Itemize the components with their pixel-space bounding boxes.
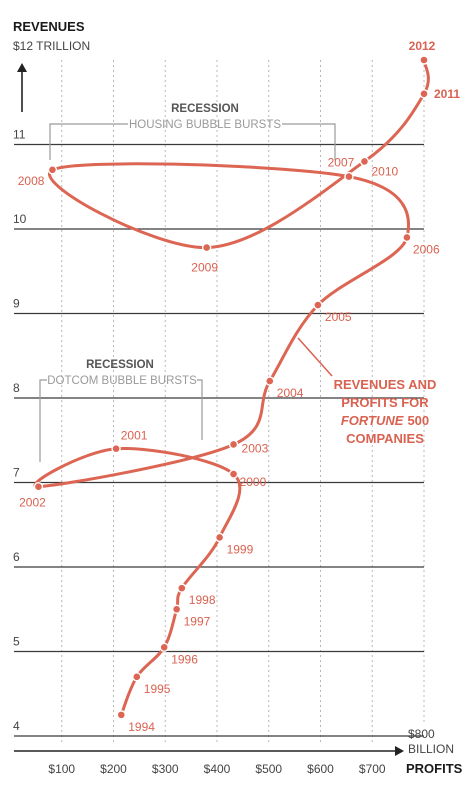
year-label-2007: 2007: [328, 156, 355, 170]
y-tick-label-6: 10: [13, 212, 27, 226]
point-1998: [177, 583, 187, 593]
y-axis-arrow-head: [17, 63, 27, 72]
data-points: 1994 1995 1996 1997 1998 1999 2000 2001 2002 2003…: [18, 39, 461, 734]
chart-title: REVENUES: [13, 19, 85, 34]
year-label-2008: 2008: [18, 174, 45, 188]
callout-line-2: PROFITS FOR: [341, 395, 429, 410]
point-1997: [171, 604, 182, 614]
year-label-2005: 2005: [325, 310, 352, 324]
y-tick-label-5: 9: [13, 297, 20, 311]
point-2011: [419, 89, 429, 99]
y-tick-label-2: 6: [13, 550, 20, 564]
point-2009: [201, 242, 212, 253]
callout-fortune: FORTUNE: [341, 413, 404, 428]
year-label-2004: 2004: [277, 386, 304, 400]
year-label-2000: 2000: [240, 475, 267, 489]
point-2006: [402, 232, 412, 243]
x-tick-label-5: $600: [307, 762, 334, 776]
year-label-2001: 2001: [121, 429, 148, 443]
x-tick-label-4: $500: [255, 762, 282, 776]
y-tick-labels: 4 5 6 7 8 9 10 11: [13, 128, 27, 734]
year-label-2003: 2003: [242, 441, 269, 455]
y-axis-unit: $12 TRILLION: [13, 39, 90, 53]
x-tick-label-0: $100: [48, 762, 75, 776]
point-2010: [359, 156, 370, 167]
point-2001: [111, 444, 121, 454]
point-1996: [159, 642, 169, 652]
y-tick-label-3: 7: [13, 466, 20, 480]
recession-2001-title: RECESSION: [86, 359, 154, 371]
year-label-1999: 1999: [227, 542, 254, 556]
x-tick-labels: $100 $200 $300 $400 $500 $600 $700: [48, 762, 386, 776]
point-2003: [228, 439, 239, 450]
x-axis-unit-value: $800: [408, 727, 435, 741]
point-2002: [33, 482, 44, 492]
callout-500: 500: [407, 413, 429, 428]
point-2012: [419, 55, 429, 65]
y-tick-label-4: 8: [13, 381, 20, 395]
year-label-2011: 2011: [434, 87, 460, 101]
year-label-1994: 1994: [128, 720, 155, 734]
x-tick-label-2: $300: [152, 762, 179, 776]
point-2000: [228, 469, 239, 479]
grid: [14, 60, 425, 744]
y-tick-label-1: 5: [13, 635, 20, 649]
recession-2008-title: RECESSION: [171, 103, 239, 115]
recession-2001-subtitle: DOTCOM BUBBLE BURSTS: [47, 375, 197, 387]
year-label-1996: 1996: [171, 652, 198, 666]
y-tick-label-7: 11: [13, 128, 26, 142]
year-label-2012: 2012: [409, 39, 436, 53]
point-1995: [132, 672, 142, 682]
recession-2008-bracket: [49, 123, 336, 160]
point-2008: [47, 165, 58, 175]
y-tick-label-0: 4: [13, 719, 20, 733]
callout-leader: [297, 337, 333, 377]
point-2004: [265, 376, 275, 386]
x-axis-unit-word: BILLION: [408, 742, 454, 756]
point-1999: [214, 532, 225, 543]
callout-line-4: COMPANIES: [346, 431, 424, 446]
callout-line-3: FORTUNE 500: [341, 413, 429, 428]
x-tick-label-1: $200: [100, 762, 127, 776]
point-2005: [313, 300, 323, 310]
recession-2001-bracket: [39, 379, 203, 462]
x-axis-title: PROFITS: [406, 761, 463, 776]
x-axis-arrow-head: [395, 746, 404, 756]
x-tick-label-6: $700: [359, 762, 386, 776]
point-2007: [344, 171, 354, 182]
x-tick-label-3: $400: [204, 762, 231, 776]
year-label-2009: 2009: [191, 261, 218, 275]
year-label-2006: 2006: [413, 242, 440, 256]
year-label-2010: 2010: [371, 164, 398, 178]
year-label-1995: 1995: [144, 682, 171, 696]
year-label-1998: 1998: [189, 593, 216, 607]
point-1994: [116, 710, 126, 720]
recession-2008-subtitle: HOUSING BUBBLE BURSTS: [129, 119, 281, 131]
year-label-1997: 1997: [184, 614, 211, 628]
year-label-2002: 2002: [19, 496, 46, 510]
callout-line-1: REVENUES AND: [334, 377, 437, 392]
